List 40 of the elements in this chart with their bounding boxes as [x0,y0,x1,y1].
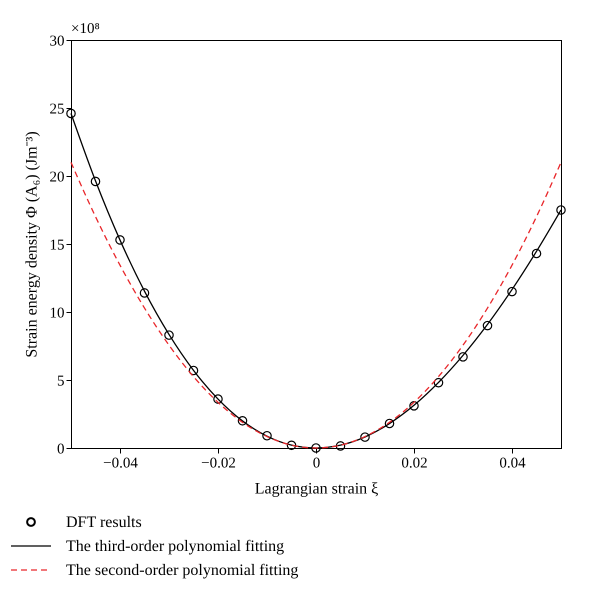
legend-label: The second-order polynomial fitting [66,562,298,579]
point [482,320,492,330]
point [532,248,542,258]
point [213,394,223,404]
legend-label: DFT results [66,514,142,531]
point [140,288,150,298]
point [434,378,444,388]
point [66,108,76,118]
point [409,401,419,411]
point [556,205,566,215]
legend-label: The third-order polynomial fitting [66,538,284,555]
point [286,440,296,450]
y-tick-label: 30 [50,34,64,50]
point [311,443,321,453]
line-series [70,162,562,449]
y-tick-label: 25 [50,102,64,118]
x-tick-label: −0.04 [103,456,138,472]
x-tick-label: 0.02 [401,456,428,472]
y-tick-label: 5 [57,374,64,390]
point [90,176,100,186]
point [360,432,370,442]
point [238,416,248,426]
text: ×10⁸ [71,21,100,37]
x-tick-label: 0 [312,456,320,472]
x-tick-label: −0.02 [201,456,236,472]
y-tick-label: 15 [50,238,64,254]
y-axis-title: Strain energy density Φ (A₆) (Jm⁻³) [24,131,40,358]
point [384,418,394,428]
y-tick-label: 10 [50,306,64,322]
y-tick-label: 20 [50,170,64,186]
point [336,441,346,451]
point [164,330,174,340]
y-tick-label: 0 [57,442,64,458]
point [458,352,468,362]
point [188,366,198,376]
point [262,430,272,441]
x-tick-label: 0.04 [499,456,526,472]
point [507,286,517,296]
x-axis-title: Lagrangian strain ξ [254,480,378,498]
point [115,235,125,245]
